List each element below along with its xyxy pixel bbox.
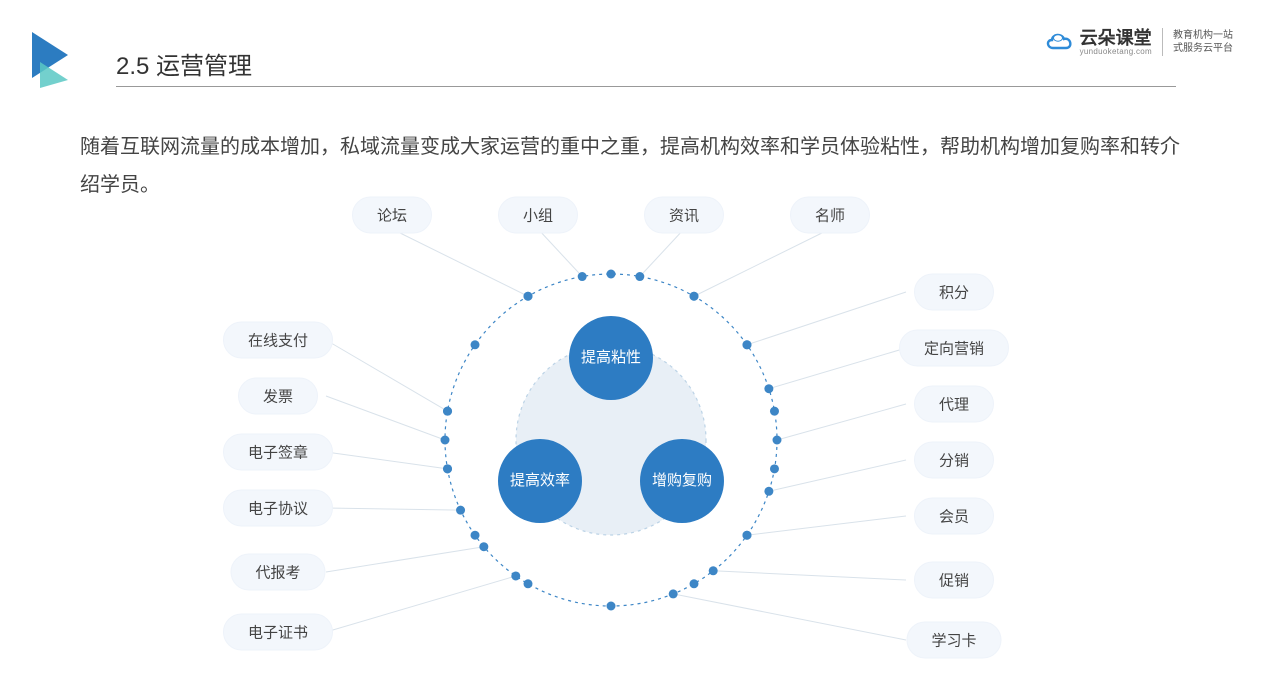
section-number: 2.5	[116, 53, 149, 80]
pill-right-2: 代理	[914, 386, 994, 423]
brand-tagline: 教育机构一站 式服务云平台	[1173, 29, 1233, 55]
center-node-0: 提高粘性	[569, 316, 653, 400]
pill-top-2: 资讯	[644, 197, 724, 234]
pill-left-3: 电子协议	[223, 490, 333, 527]
pill-right-1: 定向营销	[899, 330, 1009, 367]
pill-top-3: 名师	[790, 197, 870, 234]
pill-left-4: 代报考	[230, 554, 325, 591]
pill-right-3: 分销	[914, 442, 994, 479]
pill-left-1: 发票	[238, 378, 318, 415]
operations-diagram: 论坛 小组 资讯 名师在线支付发票电子签章电子协议代报考电子证书 积分定向营销代理分销会…	[0, 190, 1263, 695]
center-node-2: 增购复购	[640, 439, 724, 523]
pill-top-0: 论坛	[352, 197, 432, 234]
section-title-text: 运营管理	[156, 53, 252, 80]
section-title: 2.5 运营管理	[116, 46, 252, 81]
brand-domain: yunduoketang.com	[1080, 48, 1152, 56]
brand-block: 云朵课堂 yunduoketang.com 教育机构一站 式服务云平台	[1044, 28, 1233, 56]
section-bullet-icon	[32, 32, 76, 93]
pill-right-5: 促销	[914, 562, 994, 599]
pill-left-0: 在线支付	[223, 322, 333, 359]
brand-name: 云朵课堂	[1080, 29, 1152, 47]
header: 2.5 运营管理 云朵课堂 yunduoketang.com 教育机构一站 式服…	[0, 0, 1263, 95]
pill-left-2: 电子签章	[223, 434, 333, 471]
pill-top-1: 小组	[498, 197, 578, 234]
cloud-icon	[1044, 30, 1074, 54]
pill-left-5: 电子证书	[223, 614, 333, 651]
title-underline	[116, 86, 1176, 87]
center-node-1: 提高效率	[498, 439, 582, 523]
pill-right-0: 积分	[914, 274, 994, 311]
brand-tagline-l2: 式服务云平台	[1173, 42, 1233, 55]
brand-tagline-l1: 教育机构一站	[1173, 29, 1233, 42]
diagram-svg	[0, 190, 1263, 695]
pill-right-4: 会员	[914, 498, 994, 535]
pill-right-6: 学习卡	[906, 622, 1001, 659]
brand-divider	[1162, 28, 1163, 56]
